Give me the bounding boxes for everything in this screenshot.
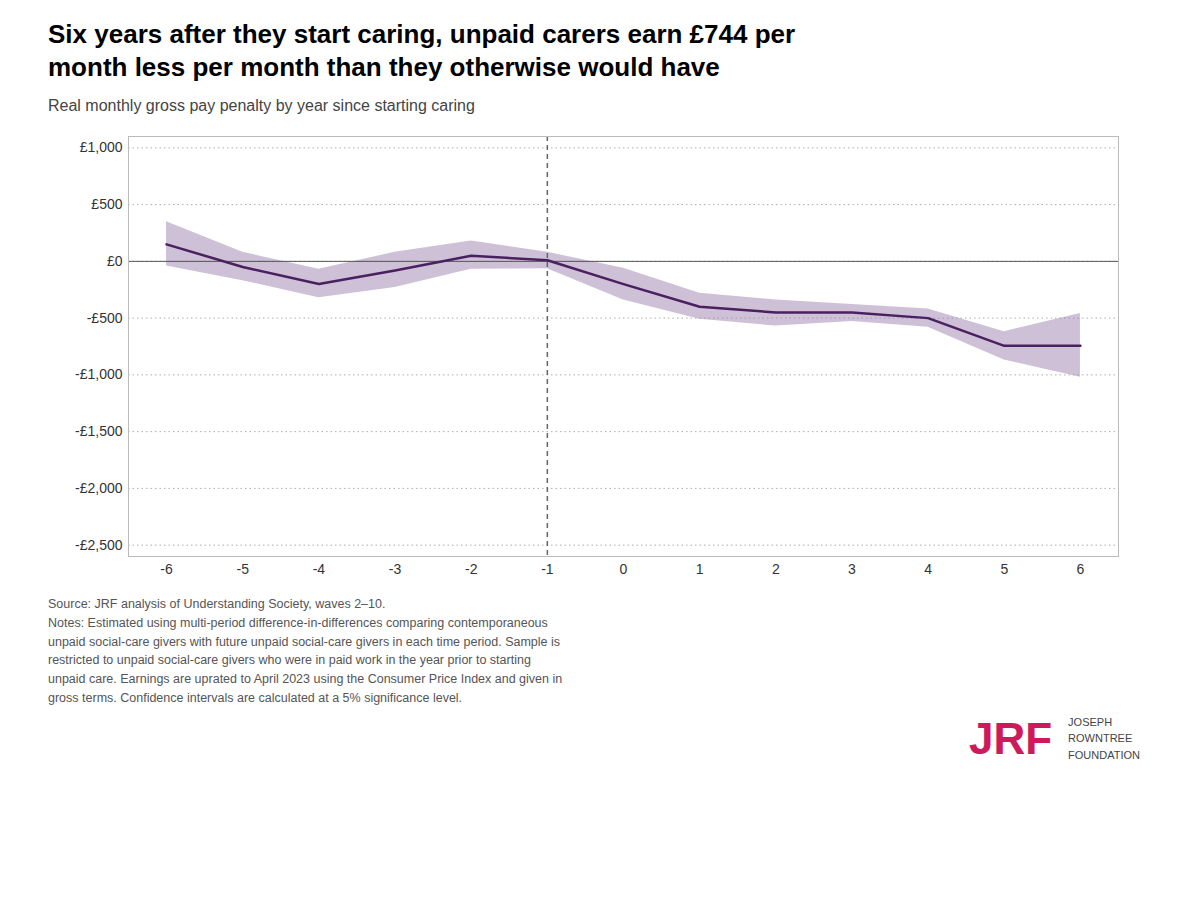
html-text:JRF: JRF [969,713,1053,763]
svg-text:-£1,500: -£1,500 [75,423,123,439]
html-text:Real monthly gross pay penalty: Real monthly gross pay penalty by year s… [48,97,475,114]
svg-text:-£1,000: -£1,000 [75,366,123,382]
svg-text:5: 5 [1000,561,1008,577]
html-text:Source: JRF analysis of Unders: Source: JRF analysis of Understanding So… [48,597,563,705]
svg-text:1: 1 [696,561,704,577]
svg-text:-£500: -£500 [87,310,123,326]
svg-text:-3: -3 [389,561,402,577]
svg-text:-£2,500: -£2,500 [75,537,123,553]
svg-text:-4: -4 [313,561,326,577]
svg-text:£500: £500 [91,196,122,212]
svg-text:-5: -5 [237,561,250,577]
svg-text:-1: -1 [541,561,554,577]
svg-text:£1,000: £1,000 [80,139,123,155]
svg-text:3: 3 [848,561,856,577]
svg-text:6: 6 [1077,561,1085,577]
svg-text:0: 0 [620,561,628,577]
svg-text:£0: £0 [107,253,123,269]
svg-text:2: 2 [772,561,780,577]
svg-text:-2: -2 [465,561,478,577]
svg-text:-6: -6 [160,561,173,577]
svg-text:4: 4 [924,561,932,577]
svg-text:-£2,000: -£2,000 [75,480,123,496]
html-text:Six years after they start car: Six years after they start caring, unpai… [48,19,796,82]
html-text:JOSEPH ROWNTREE FOUNDATION: JOSEPH ROWNTREE FOUNDATION [1068,715,1140,761]
